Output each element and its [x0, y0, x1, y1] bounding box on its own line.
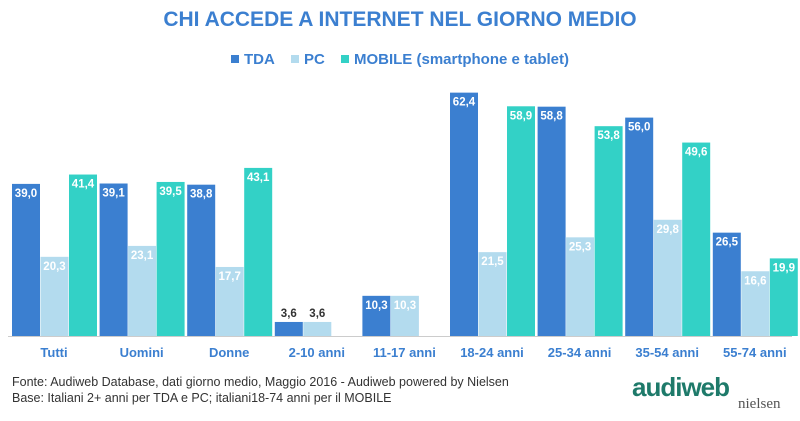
bar-pc	[128, 245, 157, 336]
bar-tda	[625, 117, 654, 336]
bar-pc	[653, 219, 682, 336]
data-label: 41,4	[72, 179, 95, 191]
bar-mobile	[507, 106, 535, 336]
base-note: Base: Italiani 2+ anni per TDA e PC; ita…	[12, 391, 392, 405]
bar-pc	[303, 321, 332, 336]
data-label: 29,8	[657, 224, 680, 236]
data-label: 56,0	[628, 122, 650, 134]
x-tick-label: 11-17 anni	[373, 345, 436, 360]
bar-tda	[450, 92, 478, 336]
data-label: 19,9	[773, 262, 795, 274]
x-tick-label: Tutti	[40, 345, 67, 360]
data-label: 10,3	[365, 300, 387, 312]
bar-pc	[478, 252, 507, 336]
x-tick-label: 18-24 anni	[460, 345, 524, 360]
data-label: 39,0	[15, 188, 37, 200]
bar-mobile	[69, 174, 97, 336]
bar-pc	[390, 295, 419, 336]
bar-tda	[99, 183, 128, 336]
data-label: 23,1	[131, 250, 154, 262]
bar-tda	[12, 183, 40, 336]
data-label: 39,5	[159, 186, 182, 198]
bar-mobile	[682, 142, 711, 336]
data-label: 53,8	[597, 130, 620, 142]
bar-tda	[274, 321, 303, 336]
bar-pc	[566, 237, 595, 336]
data-label: 38,8	[190, 189, 213, 201]
data-label: 58,8	[540, 111, 563, 123]
bar-tda	[712, 232, 741, 336]
data-label: 25,3	[569, 241, 591, 253]
chart-title: CHI ACCEDE A INTERNET NEL GIORNO MEDIO	[163, 8, 637, 31]
bar-chart: Tutti 39,0 20,3 41,4 Uomini 39,1 23,1 39,5 Donne…	[8, 92, 798, 360]
audiweb-logo: audiweb	[632, 372, 730, 402]
legend-item-pc: PC	[290, 51, 325, 68]
data-label: 10,3	[394, 300, 416, 312]
x-tick-label: 55-74 anni	[723, 345, 787, 360]
bar-tda	[187, 184, 216, 336]
bar-mobile	[244, 167, 273, 336]
bar-pc	[40, 256, 69, 336]
data-label: 3,6	[309, 308, 325, 320]
data-label: 16,6	[744, 275, 766, 287]
data-label: 58,9	[510, 110, 532, 122]
legend-swatch	[340, 55, 349, 63]
data-label: 21,5	[481, 256, 504, 268]
bar-mobile	[769, 258, 798, 336]
legend-item-tda: TDA	[230, 51, 275, 68]
bar-mobile	[594, 126, 623, 337]
data-label: 17,7	[219, 271, 241, 283]
legend-swatch	[230, 55, 239, 63]
x-tick-label: 35-54 anni	[635, 345, 699, 360]
data-label: 49,6	[685, 147, 707, 159]
source-note: Fonte: Audiweb Database, dati giorno med…	[12, 375, 509, 389]
bar-mobile	[156, 181, 185, 336]
data-label: 26,5	[716, 237, 739, 249]
legend-label: TDA	[243, 51, 275, 68]
data-label: 43,1	[247, 172, 270, 184]
data-label: 39,1	[102, 188, 125, 200]
bar-pc	[215, 266, 244, 336]
legend: TDA PC MOBILE (smartphone e tablet)	[0, 51, 800, 68]
data-label: 3,6	[281, 308, 297, 320]
legend-swatch	[290, 55, 299, 63]
x-tick-label: Uomini	[120, 345, 164, 360]
data-label: 20,3	[43, 261, 65, 273]
legend-label: MOBILE (smartphone e tablet)	[353, 51, 570, 68]
x-tick-label: Donne	[209, 345, 249, 360]
data-label: 62,4	[453, 97, 476, 109]
legend-item-mobile: MOBILE (smartphone e tablet)	[340, 51, 570, 68]
x-tick-label: 2-10 anni	[289, 345, 345, 360]
x-tick-label: 25-34 anni	[548, 345, 612, 360]
bar-tda	[537, 106, 566, 337]
bar-tda	[362, 295, 391, 336]
nielsen-logo: nielsen	[738, 396, 781, 412]
legend-label: PC	[303, 51, 325, 68]
bar-pc	[741, 271, 770, 336]
